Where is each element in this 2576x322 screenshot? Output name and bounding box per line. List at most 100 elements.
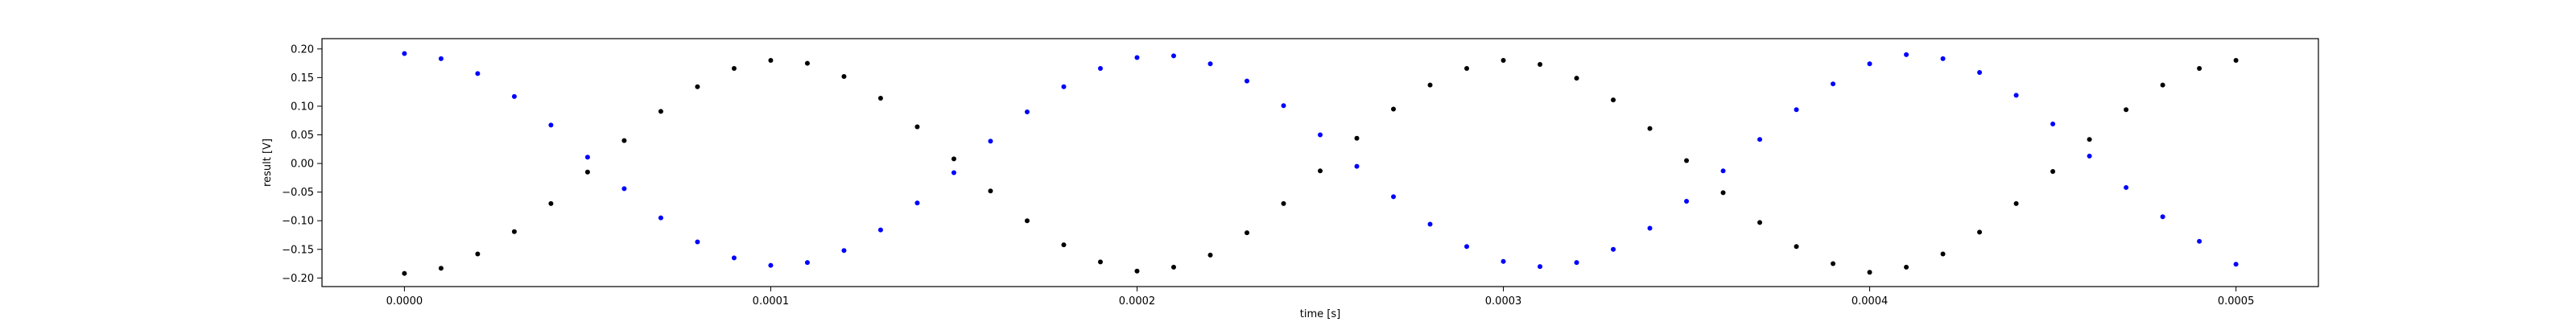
series-0-point: [2013, 93, 2019, 98]
series-1-point: [2160, 82, 2165, 88]
series-1-point: [2197, 65, 2202, 71]
series-0-point: [1977, 69, 1983, 75]
series-1-point: [2013, 200, 2019, 206]
series-1-point: [2050, 169, 2056, 175]
series-1-point: [621, 138, 627, 143]
y-tick-label: −0.15: [282, 244, 314, 256]
series-0-point: [1391, 194, 1397, 200]
series-0-point: [621, 186, 627, 192]
series-0-point: [1281, 103, 1286, 109]
series-0-point: [768, 262, 774, 268]
series-0-point: [511, 93, 517, 99]
series-1-point: [1061, 242, 1067, 248]
series-0-point: [1097, 65, 1103, 71]
series-1-point: [475, 251, 481, 257]
series-0-point: [402, 51, 407, 56]
series-0-point: [1538, 264, 1543, 270]
series-0-point: [804, 260, 810, 266]
series-1-point: [1097, 259, 1103, 265]
series-0-point: [1757, 137, 1763, 142]
series-1-point: [841, 73, 847, 79]
series-1-point: [658, 109, 663, 114]
series-1-point: [877, 95, 883, 101]
series-0-point: [1684, 199, 1690, 204]
series-0-point: [1318, 132, 1323, 138]
series-0-point: [1464, 244, 1470, 250]
series-1-point: [1977, 229, 1983, 235]
series-1-point: [2087, 137, 2092, 142]
series-0-point: [1574, 260, 1579, 266]
series-0-point: [1208, 61, 1213, 67]
y-tick-label: 0.05: [291, 130, 314, 142]
series-0-point: [1940, 56, 1946, 61]
series-0-point: [1501, 258, 1506, 264]
series-1-point: [731, 65, 737, 71]
series-0-point: [695, 239, 700, 245]
series-0-point: [1170, 53, 1176, 59]
x-tick-label: 0.0005: [2218, 295, 2255, 308]
series-0-point: [1867, 61, 1872, 67]
series-1-point: [1427, 82, 1433, 88]
series-1-point: [1244, 230, 1249, 236]
series-1-point: [1538, 62, 1543, 68]
series-1-point: [1281, 200, 1286, 206]
series-1-point: [1134, 268, 1140, 274]
y-tick-label: 0.15: [291, 72, 314, 85]
series-0-point: [1061, 84, 1067, 89]
series-0-point: [951, 170, 956, 175]
series-0-point: [475, 71, 481, 76]
series-0-point: [1354, 163, 1360, 169]
y-tick-label: 0.20: [291, 43, 314, 56]
data-points: [402, 51, 2239, 276]
series-0-point: [1831, 81, 1836, 87]
series-0-point: [1904, 52, 1909, 57]
series-0-point: [914, 200, 920, 206]
series-1-point: [1831, 261, 1836, 266]
series-0-point: [1720, 168, 1726, 174]
series-1-point: [1940, 251, 1946, 257]
series-1-point: [988, 188, 993, 194]
series-0-point: [548, 122, 554, 128]
series-1-point: [1354, 135, 1360, 141]
x-axis: 0.0000 0.0001 0.0002 0.0003 0.0004 0.0005: [386, 287, 2255, 308]
series-1-point: [548, 200, 554, 206]
series-0-point: [658, 215, 663, 221]
y-tick-label: 0.10: [291, 101, 314, 113]
y-axis: 0.20 0.15 0.10 0.05 0.00 −0.05 −0.10 −0.15 −0.20: [282, 43, 322, 285]
series-1-point: [1684, 158, 1690, 163]
series-0-point: [841, 248, 847, 254]
series-0-point: [877, 227, 883, 233]
y-tick-label: −0.10: [282, 216, 314, 228]
series-0-point: [988, 138, 993, 144]
series-1-point: [1574, 76, 1579, 81]
series-0-point: [1134, 55, 1140, 60]
series-0-point: [2197, 238, 2202, 244]
series-0-point: [2233, 262, 2239, 267]
series-1-point: [2233, 58, 2239, 64]
series-0-point: [1611, 246, 1616, 252]
series-1-point: [768, 58, 774, 64]
series-1-point: [804, 60, 810, 66]
series-1-point: [438, 266, 444, 271]
y-tick-label: 0.00: [291, 159, 314, 171]
series-1-point: [511, 229, 517, 234]
series-1-point: [584, 169, 590, 175]
y-tick-label: −0.05: [282, 187, 314, 199]
x-tick-label: 0.0001: [753, 295, 790, 308]
series-1-point: [2124, 107, 2129, 113]
series-1-point: [1170, 264, 1176, 270]
plot-frame: [321, 38, 2319, 287]
x-tick-label: 0.0003: [1485, 295, 1522, 308]
series-1-point: [1720, 190, 1726, 196]
series-1-point: [695, 84, 700, 89]
series-0-point: [1647, 225, 1653, 231]
series-1-point: [1318, 168, 1323, 174]
series-1-point: [1611, 97, 1616, 103]
series-0-point: [438, 56, 444, 61]
series-1-point: [1464, 65, 1470, 71]
series-0-point: [2087, 153, 2092, 159]
series-0-point: [1427, 221, 1433, 227]
series-1-point: [402, 270, 407, 276]
series-1-point: [1501, 58, 1506, 64]
